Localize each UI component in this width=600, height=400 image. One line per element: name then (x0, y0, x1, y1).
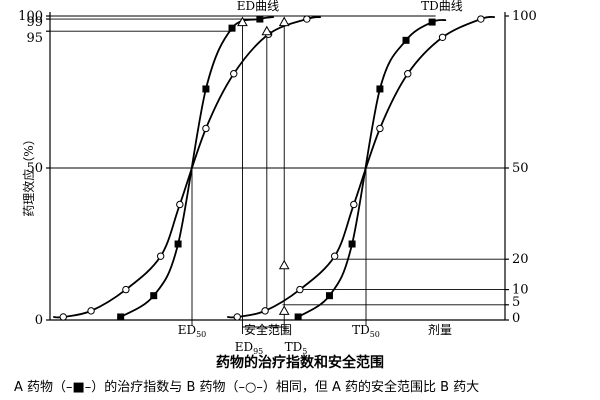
point-a (256, 15, 264, 23)
data-points (59, 15, 485, 321)
point-a (402, 36, 410, 44)
right-tick-label: 20 (512, 252, 529, 267)
point-a (348, 240, 356, 248)
safety-range-label: 安全范围 (244, 322, 292, 337)
left-tick-label: 95 (26, 31, 43, 46)
point-b (202, 124, 210, 133)
td5-label: TD5 (285, 340, 308, 356)
right-tick-label: 100 (512, 9, 537, 24)
point-b (87, 307, 95, 315)
x-axis-label: 剂量 (428, 322, 452, 337)
td-curve-label: TD曲线 (421, 0, 463, 13)
point-b (350, 200, 358, 209)
right-tick-label: 0 (512, 311, 520, 326)
right-tick-label: 5 (512, 295, 520, 310)
left-tick-label: 50 (26, 161, 43, 176)
point-b (438, 33, 447, 41)
point-triangle (278, 305, 290, 315)
right-tick-label: 50 (512, 161, 529, 176)
point-a (294, 313, 302, 321)
point-b (233, 313, 241, 321)
point-b (156, 252, 165, 260)
point-triangle (278, 259, 290, 270)
point-b (330, 252, 339, 260)
point-b (122, 285, 130, 294)
point-a (228, 24, 236, 32)
right-tick-label: 10 (512, 283, 529, 298)
left-tick-label: 99 (26, 15, 43, 30)
point-b (303, 15, 311, 23)
point-a (428, 18, 436, 26)
figure-title: 药物的治疗指数和安全范围 (216, 355, 384, 371)
point-a (150, 292, 158, 300)
point-triangle (261, 25, 273, 36)
axes (46, 12, 509, 321)
y-axis-label: 药理效应（%） (21, 133, 36, 216)
left-tick-label: 0 (35, 313, 43, 328)
point-a (325, 292, 333, 300)
point-b (230, 70, 238, 78)
ed50-label: ED50 (178, 323, 207, 339)
point-b (404, 70, 412, 78)
point-b (477, 15, 485, 23)
curve-b-td (227, 16, 495, 319)
figure-note: A 药物（–■–）的治疗指数与 B 药物（–○–）相同，但 A 药的安全范围比 … (14, 380, 480, 395)
point-triangle (237, 16, 248, 27)
point-b (261, 307, 269, 315)
point-b (296, 285, 304, 294)
point-a (117, 313, 125, 321)
ed-curve-label: ED曲线 (237, 0, 279, 13)
ed95-label: ED95 (235, 340, 264, 356)
point-b (376, 124, 384, 133)
curve-b-ed (53, 16, 321, 319)
curve-a-ed (117, 16, 274, 320)
point-b (59, 313, 67, 321)
guide-lines (50, 15, 505, 334)
point-triangle (278, 16, 290, 27)
td50-label: TD50 (352, 323, 380, 339)
point-a (202, 85, 210, 93)
point-a (174, 240, 182, 248)
point-b (176, 200, 184, 209)
point-a (376, 85, 384, 93)
left-tick-label: 100 (18, 9, 43, 24)
